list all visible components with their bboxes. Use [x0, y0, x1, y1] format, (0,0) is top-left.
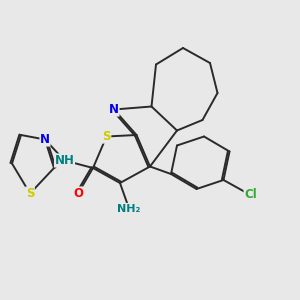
Text: N: N	[40, 133, 50, 146]
Text: NH₂: NH₂	[117, 203, 141, 214]
Text: S: S	[102, 130, 111, 143]
Text: Cl: Cl	[244, 188, 257, 202]
Text: N: N	[109, 103, 119, 116]
Text: O: O	[73, 187, 83, 200]
Text: NH: NH	[55, 154, 74, 167]
Text: S: S	[26, 187, 34, 200]
